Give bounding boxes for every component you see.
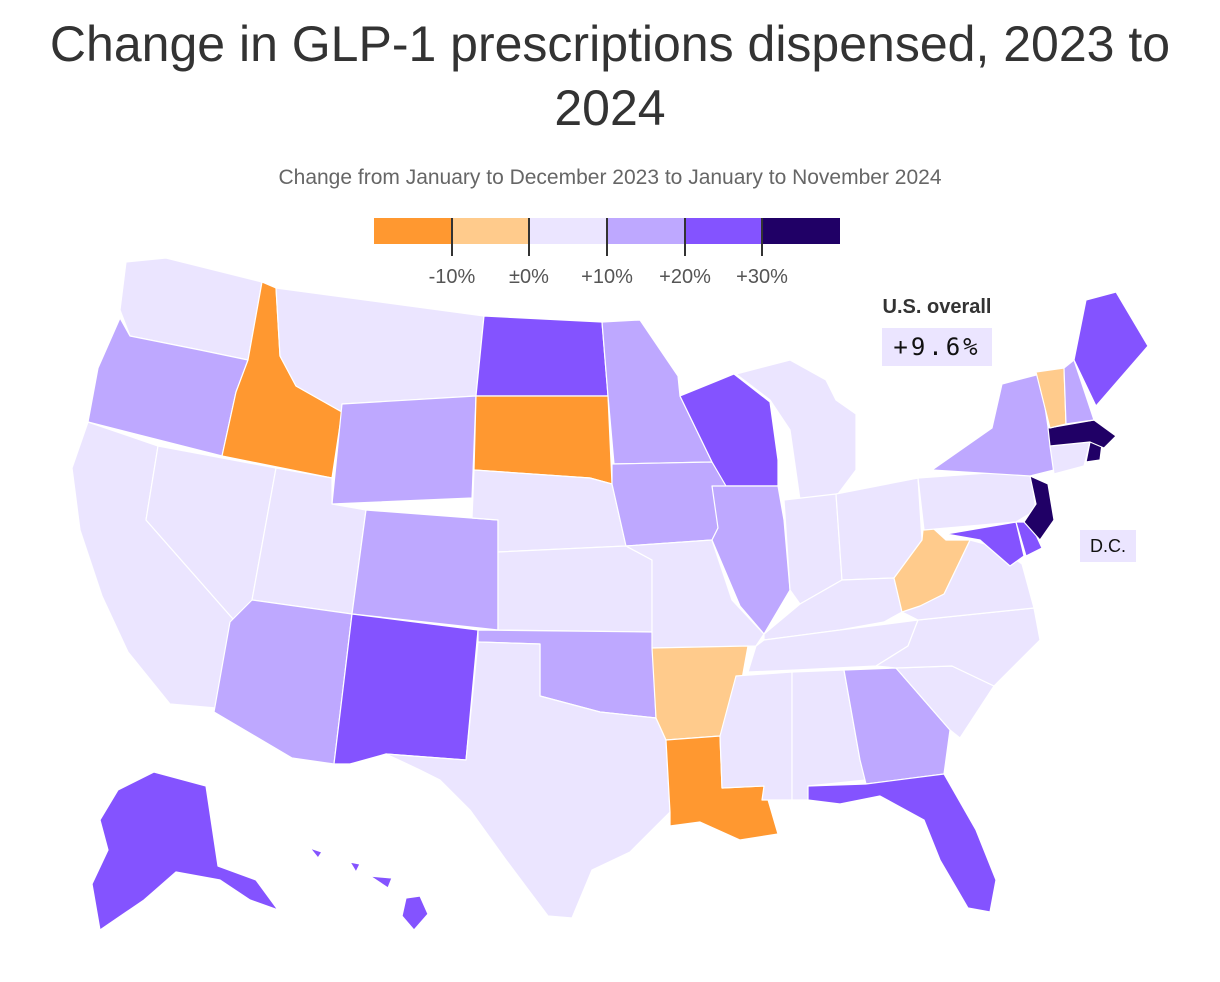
state-md[interactable] bbox=[945, 521, 1025, 567]
legend-tick-1 bbox=[451, 218, 453, 256]
state-pa[interactable] bbox=[917, 469, 1037, 531]
legend-label-4: +20% bbox=[659, 266, 711, 288]
state-co[interactable] bbox=[351, 509, 499, 631]
state-wv[interactable] bbox=[893, 519, 971, 613]
legend-bin-5 bbox=[685, 218, 762, 244]
legend-bin-1 bbox=[374, 218, 452, 244]
legend-label-1: -10% bbox=[428, 266, 476, 288]
chart-subtitle: Change from January to December 2023 to … bbox=[278, 166, 942, 189]
state-me[interactable] bbox=[1073, 291, 1149, 407]
legend-label-5: +30% bbox=[736, 266, 788, 288]
state-nj[interactable] bbox=[1023, 475, 1055, 541]
state-ak[interactable] bbox=[91, 771, 279, 931]
legend-tick-4 bbox=[684, 218, 686, 256]
state-wi[interactable] bbox=[679, 373, 779, 487]
state-hi[interactable] bbox=[309, 847, 429, 931]
state-tx[interactable] bbox=[385, 641, 671, 919]
state-nh[interactable] bbox=[1063, 359, 1095, 425]
state-ct[interactable] bbox=[1049, 441, 1091, 475]
legend-tick-5 bbox=[761, 218, 763, 256]
color-legend: -10% ±0% +10% +20% +30% bbox=[374, 218, 840, 288]
chart-title: Change in GLP-1 prescriptions dispensed,… bbox=[49, 16, 1171, 136]
state-wy[interactable] bbox=[331, 395, 477, 505]
state-mi[interactable] bbox=[735, 359, 857, 501]
state-nm[interactable] bbox=[333, 613, 479, 765]
state-ks[interactable] bbox=[497, 545, 653, 633]
legend-tick-3 bbox=[606, 218, 608, 256]
legend-bin-3 bbox=[529, 218, 607, 244]
state-ny[interactable] bbox=[931, 373, 1055, 477]
us-overall-label: U.S. overall bbox=[882, 296, 992, 318]
legend-bin-4 bbox=[607, 218, 685, 244]
state-az[interactable] bbox=[213, 599, 353, 765]
legend-bin-2 bbox=[452, 218, 529, 244]
legend-label-3: +10% bbox=[581, 266, 633, 288]
legend-bin-6 bbox=[762, 218, 840, 244]
state-fl[interactable] bbox=[807, 773, 997, 913]
state-nd[interactable] bbox=[475, 315, 609, 397]
dc-label[interactable]: D.C. bbox=[1080, 530, 1136, 562]
us-overall-value: +9.6% bbox=[882, 328, 992, 366]
legend-label-2: ±0% bbox=[509, 266, 549, 288]
state-sd[interactable] bbox=[473, 395, 613, 485]
legend-tick-2 bbox=[528, 218, 530, 256]
state-mo[interactable] bbox=[625, 539, 765, 649]
